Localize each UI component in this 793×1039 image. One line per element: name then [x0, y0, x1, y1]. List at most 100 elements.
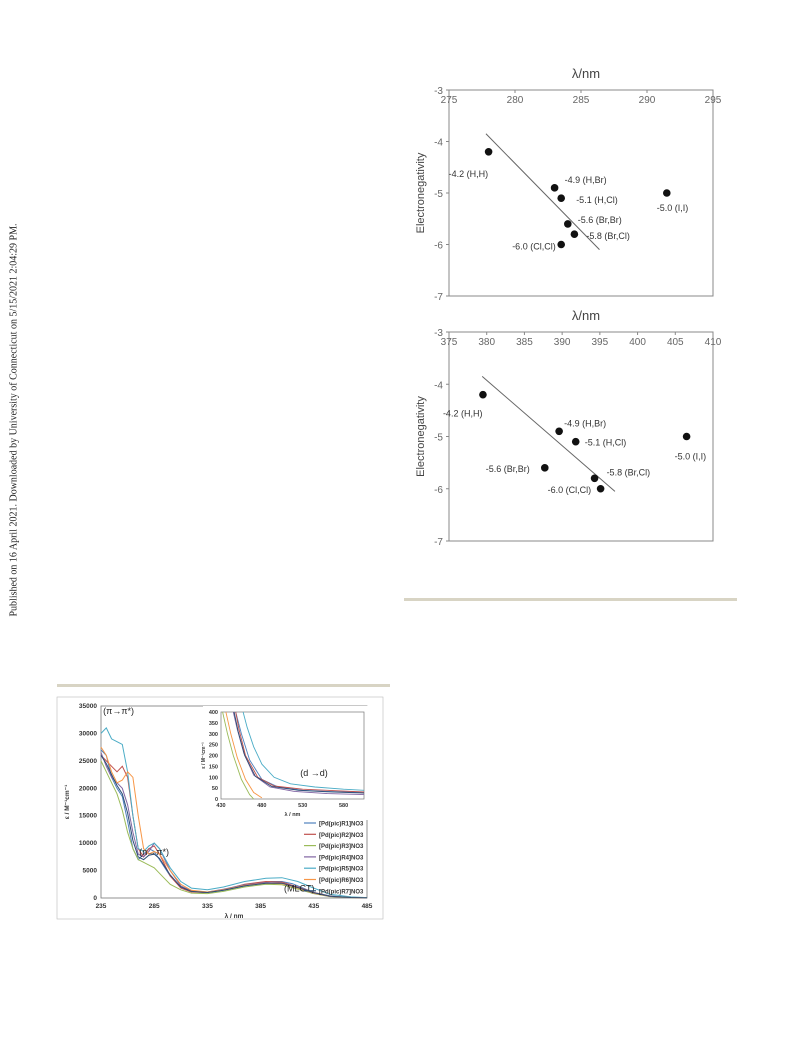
data-point: [570, 230, 579, 238]
y-tick-label: -6: [434, 241, 443, 252]
x-tick-label: 400: [629, 337, 646, 348]
data-label: -5.0 (I,I): [657, 203, 689, 213]
data-point: [550, 184, 559, 192]
data-label: -5.8 (Br,Cl): [607, 467, 651, 477]
data-point: [590, 474, 599, 483]
inset-series-line: [233, 711, 365, 794]
spectrum-series-line: [100, 727, 368, 899]
band-annotation: (π→π*): [103, 706, 134, 716]
chart-title: λ/nm: [572, 66, 600, 81]
y-tick-label: -6: [434, 485, 443, 496]
inset-x-tick-label: 480: [257, 803, 266, 809]
inset-y-tick-label: 300: [209, 732, 218, 738]
data-point: [479, 390, 487, 399]
legend-entry: [Pd(pic)R3]NO3: [319, 844, 364, 850]
inset-x-tick-label: 580: [339, 803, 348, 809]
y-tick-label: -7: [434, 537, 443, 548]
data-point: [682, 432, 691, 441]
x-tick-label: 290: [639, 95, 656, 106]
spectrum-series-line: [100, 755, 368, 899]
legend-entry: [Pd(pic)R7]NO3: [319, 889, 364, 895]
data-label: -5.6 (Br,Br): [578, 215, 622, 225]
inset-y-tick-label: 50: [212, 786, 218, 792]
data-point: [571, 437, 580, 446]
plot-area-border: [448, 331, 714, 542]
x-tick-label: 485: [362, 903, 373, 910]
inset-annotation: (d →d): [300, 768, 328, 778]
data-point: [596, 484, 605, 493]
x-tick-label: 285: [573, 95, 590, 106]
x-tick-label: 380: [478, 337, 495, 348]
inset-background: [203, 706, 368, 820]
y-axis-label: ε / M⁻¹cm⁻¹: [64, 785, 71, 820]
x-tick-label: 390: [554, 337, 571, 348]
data-point: [557, 194, 565, 202]
y-tick-label: 25000: [79, 758, 97, 765]
spectrum-series-line: [100, 755, 368, 899]
x-tick-label: 285: [149, 903, 160, 910]
x-tick-label: 335: [202, 903, 213, 910]
y-tick-label: -5: [434, 189, 443, 200]
band-annotation: (MLCT): [284, 883, 315, 893]
x-tick-label: 375: [441, 337, 458, 348]
data-label: -6.0 (Cl,Cl): [512, 242, 556, 252]
x-axis-label: λ / nm: [225, 912, 244, 920]
scatter-chart-2: λ/nm Electronegativity 375 380 385 390 395 400 4…: [415, 308, 722, 548]
inset-y-tick-label: 0: [215, 797, 218, 803]
inset-series-line: [242, 711, 365, 791]
spectrum-series-line: [100, 760, 368, 899]
data-label: -5.1 (H,Cl): [576, 195, 618, 205]
chart-title: λ/nm: [572, 308, 600, 323]
y-tick-label: 35000: [79, 703, 97, 710]
y-tick-label: -5: [434, 433, 443, 444]
inset-y-tick-label: 400: [209, 710, 218, 716]
y-tick-label: -3: [434, 328, 443, 339]
inset-y-tick-label: 150: [209, 764, 218, 770]
legend-entry: [Pd(pic)R2]NO3: [319, 833, 364, 839]
x-tick-label: 435: [308, 903, 319, 910]
inset-y-tick-label: 100: [209, 775, 218, 781]
data-point: [540, 464, 549, 472]
data-label: -6.0 (Cl,Cl): [548, 485, 592, 495]
legend-entry: [Pd(pic)R6]NO3: [319, 878, 364, 884]
inset-series-line: [235, 711, 365, 793]
y-axis-label: Electronegativity: [415, 152, 427, 233]
inset-y-axis-label: ε / M⁻¹cm⁻¹: [201, 742, 207, 769]
data-label: -5.0 (I,I): [675, 452, 707, 462]
legend-entry: [Pd(pic)R4]NO3: [319, 855, 364, 861]
scatter-chart-1: λ/nm Electronegativity 275 280 285 290 295 -3 -4…: [415, 66, 722, 303]
legend-entry: [Pd(pic)R1]NO3: [319, 822, 364, 828]
band-annotation: (n→π*): [139, 847, 169, 857]
inset-x-axis-label: λ / nm: [285, 812, 301, 818]
inset-plot-border: [220, 711, 365, 800]
y-tick-label: -7: [434, 292, 443, 303]
y-tick-label: -4: [434, 380, 443, 391]
data-label: -5.6 (Br,Br): [486, 464, 530, 474]
y-tick-label: -4: [434, 138, 443, 149]
x-tick-label: 295: [705, 95, 722, 106]
data-label: -4.2 (H,H): [443, 409, 483, 419]
x-tick-label: 385: [516, 337, 533, 348]
inset-y-tick-label: 350: [209, 721, 218, 727]
divider-rule-left: [57, 684, 390, 687]
data-label: -4.9 (H,Br): [565, 175, 607, 185]
data-label: -5.1 (H,Cl): [585, 438, 627, 448]
y-tick-label: -3: [434, 86, 443, 97]
y-tick-label: 30000: [79, 730, 97, 737]
inset-x-tick-label: 430: [216, 803, 225, 809]
trend-line: [481, 376, 616, 492]
data-point: [663, 189, 671, 197]
x-tick-label: 395: [592, 337, 609, 348]
data-point: [557, 240, 565, 249]
x-tick-label: 410: [705, 337, 722, 348]
x-tick-label: 405: [667, 337, 684, 348]
inset-y-tick-label: 200: [209, 754, 218, 760]
inset-series-line: [225, 711, 263, 799]
y-tick-label: 5000: [83, 868, 98, 875]
data-label: -4.2 (H,H): [449, 169, 489, 179]
data-label: -4.9 (H,Br): [564, 418, 606, 428]
plot-area-border: [448, 89, 714, 297]
y-tick-label: 15000: [79, 813, 97, 820]
x-tick-label: 275: [441, 95, 458, 106]
